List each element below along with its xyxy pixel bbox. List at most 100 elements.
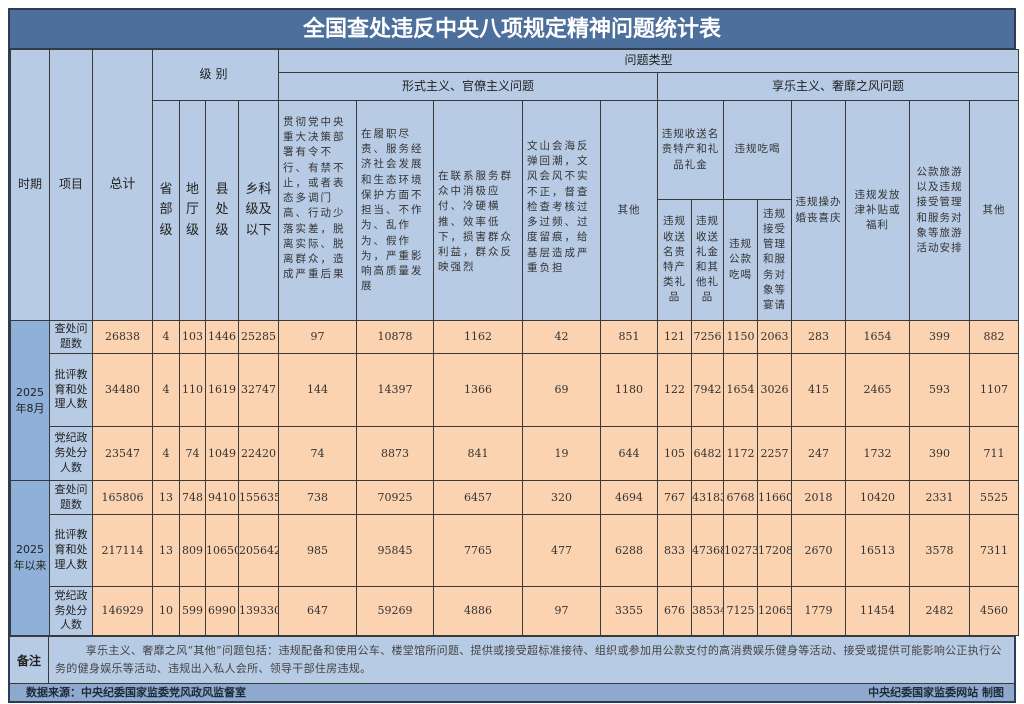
- value-cell: 10650: [205, 514, 239, 587]
- header-level-township: 乡科级及以下: [237, 100, 280, 321]
- value-cell: 4886: [433, 586, 524, 636]
- value-cell: 7311: [969, 514, 1020, 587]
- table-row: 批评教育和处理人数 34480 4 110 1619 32747 144 14397 1366 6…: [11, 353, 1020, 427]
- value-cell: 59269: [356, 586, 435, 636]
- value-cell: 155635: [237, 480, 280, 515]
- header-formalism: 形式主义、官僚主义问题: [278, 72, 659, 101]
- value-cell: 6990: [205, 586, 239, 636]
- total-cell: 34480: [92, 353, 153, 427]
- value-cell: 74: [179, 426, 206, 481]
- table-body: 2025年8月 查处问题数 26838 4 103 1446 25285 97 10878 116…: [10, 320, 1020, 636]
- value-cell: 1049: [205, 426, 239, 481]
- value-cell: 1446: [205, 320, 239, 354]
- header-tourism: 公款旅游以及违规接受管理和服务对象等旅游活动安排: [909, 100, 971, 321]
- value-cell: 13: [152, 514, 180, 587]
- table-title: 全国查处违反中央八项规定精神问题统计表: [10, 10, 1014, 49]
- value-cell: 25285: [237, 320, 280, 354]
- value-cell: 644: [600, 426, 659, 481]
- note-text: 享乐主义、奢靡之风“其他”问题包括：违规配备和使用公车、楼堂馆所问题、提供或接受…: [55, 644, 1002, 675]
- value-cell: 833: [657, 514, 693, 587]
- value-cell: 3026: [757, 353, 793, 427]
- value-cell: 4: [152, 426, 180, 481]
- value-cell: 95845: [356, 514, 435, 587]
- value-cell: 7942: [691, 353, 725, 427]
- value-cell: 767: [657, 480, 693, 515]
- value-cell: 122: [657, 353, 693, 427]
- value-cell: 10420: [845, 480, 911, 515]
- value-cell: 247: [791, 426, 847, 481]
- value-cell: 6288: [600, 514, 659, 587]
- header-gifts-specialty: 违规收送名贵特产类礼品: [657, 199, 693, 321]
- value-cell: 144: [278, 353, 358, 427]
- header-level-province: 省部级: [152, 100, 180, 321]
- value-cell: 2670: [791, 514, 847, 587]
- value-cell: 11454: [845, 586, 911, 636]
- header-weddings: 违规操办婚丧喜庆: [791, 100, 847, 321]
- value-cell: 748: [179, 480, 206, 515]
- header-level-county: 县处级: [205, 100, 239, 321]
- header-gifts-cash: 违规收送礼金和其他礼品: [691, 199, 725, 321]
- value-cell: 4: [152, 353, 180, 427]
- footer-bar: 数据来源：中央纪委国家监委党风政风监督室 中央纪委国家监委网站 制图: [10, 683, 1014, 701]
- value-cell: 12065: [757, 586, 793, 636]
- total-cell: 165806: [92, 480, 153, 515]
- value-cell: 6457: [433, 480, 524, 515]
- value-cell: 711: [969, 426, 1020, 481]
- header-allowances: 违规发放津补贴或福利: [845, 100, 911, 321]
- credit: 中央纪委国家监委网站 制图: [868, 686, 1004, 699]
- value-cell: 74: [278, 426, 358, 481]
- value-cell: 390: [909, 426, 971, 481]
- value-cell: 110: [179, 353, 206, 427]
- stats-table-container: 全国查处违反中央八项规定精神问题统计表 时期 项目 总计 级别 问题类型 形式主…: [8, 8, 1020, 703]
- value-cell: 42: [522, 320, 602, 354]
- header-period: 时期: [10, 49, 50, 321]
- table-row: 党纪政务处分人数 23547 4 74 1049 22420 74 8873 841 19 644 1…: [11, 426, 1020, 481]
- value-cell: 17208: [757, 514, 793, 587]
- value-cell: 320: [522, 480, 602, 515]
- value-cell: 1180: [600, 353, 659, 427]
- stats-table: 时期 项目 总计 级别 问题类型 形式主义、官僚主义问题 享乐主义、奢靡之风问题…: [10, 49, 1020, 636]
- value-cell: 97: [278, 320, 358, 354]
- value-cell: 647: [278, 586, 358, 636]
- value-cell: 4: [152, 320, 180, 354]
- value-cell: 1732: [845, 426, 911, 481]
- header-total: 总计: [92, 49, 153, 321]
- item-cell: 党纪政务处分人数: [49, 586, 93, 636]
- value-cell: 4694: [600, 480, 659, 515]
- header-level: 级别: [151, 49, 280, 101]
- value-cell: 97: [522, 586, 602, 636]
- value-cell: 1366: [433, 353, 524, 427]
- value-cell: 809: [179, 514, 206, 587]
- header-formalism-meetings: 文山会海反弹回潮，文风会风不实不正，督查检查考核过多过频、过度留痕，给基层造成严…: [522, 100, 602, 321]
- value-cell: 105: [657, 426, 693, 481]
- value-cell: 2018: [791, 480, 847, 515]
- value-cell: 882: [969, 320, 1020, 354]
- item-cell: 批评教育和处理人数: [49, 514, 93, 587]
- value-cell: 283: [791, 320, 847, 354]
- value-cell: 47368: [691, 514, 725, 587]
- value-cell: 121: [657, 320, 693, 354]
- table-row: 批评教育和处理人数 217114 13 809 10650 205642 985 95845 7…: [11, 514, 1020, 587]
- value-cell: 19: [522, 426, 602, 481]
- value-cell: 1654: [845, 320, 911, 354]
- value-cell: 399: [909, 320, 971, 354]
- table-row: 2025年8月 查处问题数 26838 4 103 1446 25285 97 10878 116…: [10, 320, 1020, 481]
- item-cell: 查处问题数: [49, 480, 93, 515]
- note-row: 备注 享乐主义、奢靡之风“其他”问题包括：违规配备和使用公车、楼堂馆所问题、提供…: [10, 636, 1014, 683]
- value-cell: 6482: [691, 426, 725, 481]
- value-cell: 2482: [909, 586, 971, 636]
- value-cell: 5525: [969, 480, 1020, 515]
- note-label: 备注: [10, 637, 49, 683]
- value-cell: 738: [278, 480, 358, 515]
- value-cell: 139330: [237, 586, 280, 636]
- value-cell: 7765: [433, 514, 524, 587]
- value-cell: 1779: [791, 586, 847, 636]
- value-cell: 7125: [723, 586, 759, 636]
- value-cell: 2063: [757, 320, 793, 354]
- value-cell: 2465: [845, 353, 911, 427]
- item-cell: 党纪政务处分人数: [49, 426, 93, 481]
- table-row: 2025年以来 查处问题数 165806 13 748 9410 155635 738 7092…: [10, 480, 1020, 636]
- value-cell: 10: [152, 586, 180, 636]
- value-cell: 205642: [237, 514, 280, 587]
- table-row: 党纪政务处分人数 146929 10 599 6990 139330 647 59269 488…: [11, 586, 1020, 636]
